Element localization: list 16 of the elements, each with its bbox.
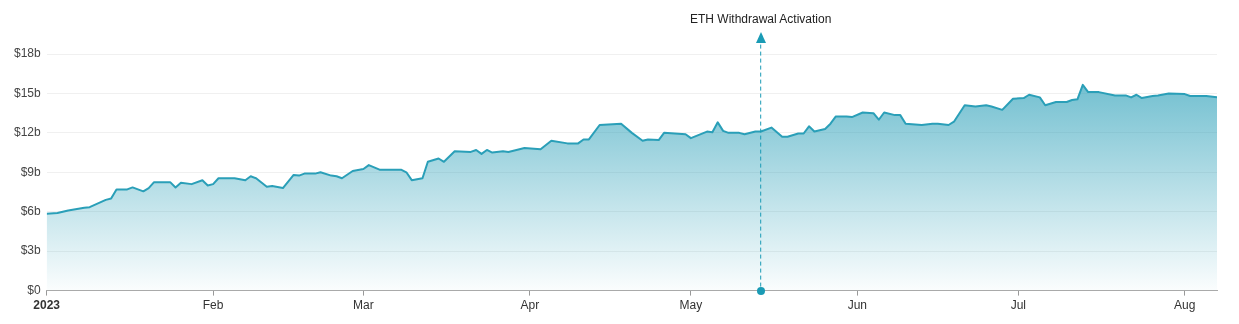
x-tick-label: Feb [202, 298, 224, 313]
y-tick-label: $12b [13, 125, 42, 140]
y-tick-label: $15b [13, 85, 42, 100]
y-tick-label: $9b [20, 164, 42, 179]
x-tick-label: Mar [353, 298, 374, 313]
x-tick-label: May [679, 298, 703, 313]
x-tick-label: Aug [1174, 298, 1196, 313]
ref-line-label: ETH Withdrawal Activation [689, 12, 832, 27]
x-tick-label: Jun [847, 298, 867, 313]
y-tick-label: $3b [20, 243, 42, 258]
y-tick-label: $0 [27, 282, 42, 297]
y-tick-label: $18b [13, 46, 42, 61]
y-tick-label: $6b [20, 204, 42, 219]
x-tick-label: Apr [520, 298, 540, 313]
x-tick-label: Jul [1010, 298, 1027, 313]
x-tick-label: 2023 [33, 298, 61, 313]
